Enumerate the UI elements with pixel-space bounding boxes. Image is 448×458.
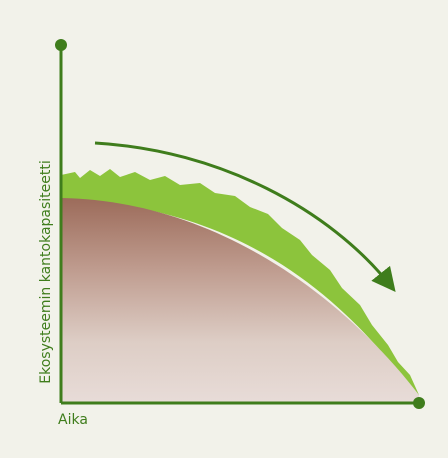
y-axis-dot <box>55 39 67 51</box>
x-axis-dot <box>413 397 425 409</box>
soil <box>61 198 419 403</box>
y-axis-label: Ekosysteemin kantokapasiteetti <box>38 160 54 384</box>
grass <box>61 169 419 398</box>
x-axis-label: Aika <box>58 412 88 428</box>
trend-arrow <box>94 141 396 293</box>
